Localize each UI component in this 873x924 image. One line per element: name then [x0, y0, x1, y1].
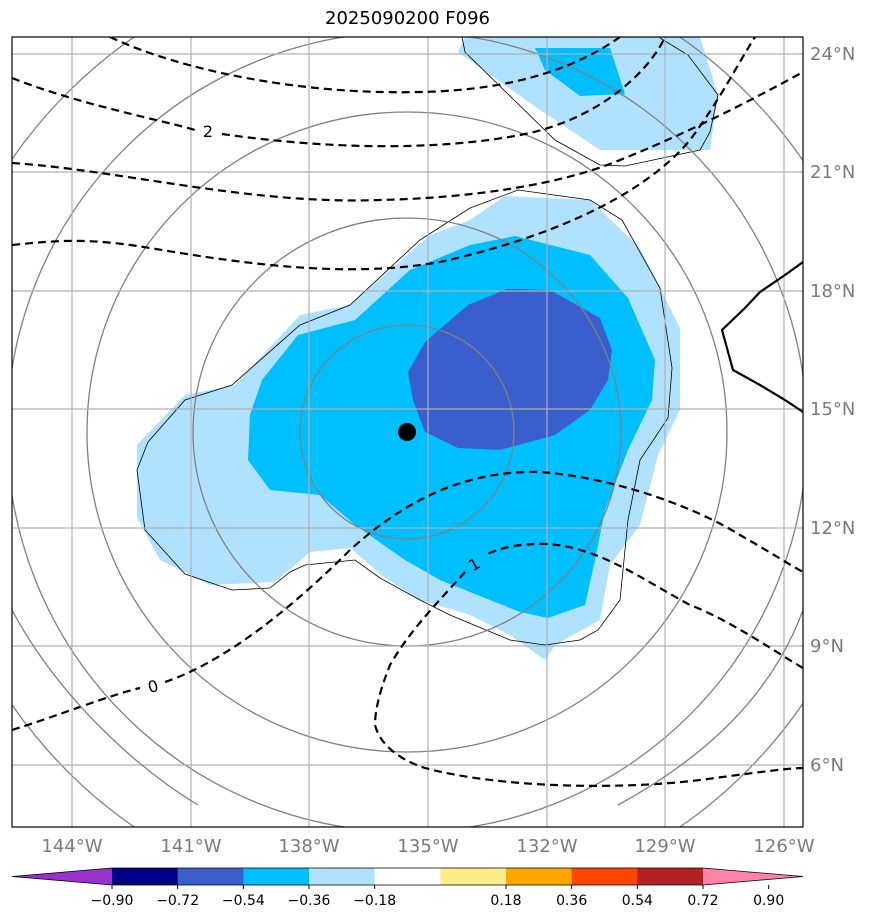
colorbar-extend-low: [12, 868, 112, 885]
lat-tick-label: 9°N: [810, 636, 844, 657]
isoline: [12, 71, 803, 202]
colorbar: −0.90 −0.72 −0.54 −0.36 −0.18 0.18 0.36 0.54 0.7…: [11, 867, 804, 909]
thin-contour-north: [461, 37, 719, 167]
colorbar-segment: [637, 868, 704, 885]
lon-tick-label: 129°W: [634, 836, 695, 857]
isoline: [12, 470, 803, 732]
lon-axis: 144°W 141°W 138°W 135°W 132°W 129°W 126°…: [41, 836, 814, 857]
colorbar-tick-label: −0.72: [156, 893, 199, 909]
isoline: [109, 37, 621, 94]
colorbar-segment: [309, 868, 376, 885]
lat-tick-label: 18°N: [810, 281, 855, 302]
map-frame: [11, 36, 804, 828]
range-ring: [299, 324, 515, 540]
map-title: 2025090200 F096: [325, 8, 490, 29]
lat-tick-label: 21°N: [810, 162, 855, 183]
dashed-isolines: [12, 37, 803, 787]
colorbar-segment: [112, 868, 179, 885]
colorbar-tick-label: 0.18: [490, 893, 521, 909]
storm-center-marker: [398, 423, 416, 441]
colorbar-segment: [571, 868, 638, 885]
lon-tick-label: 132°W: [516, 836, 577, 857]
gridlines: [12, 37, 803, 827]
isoline: [12, 37, 756, 271]
thin-contour-main: [136, 189, 673, 646]
lon-tick-label: 138°W: [278, 836, 339, 857]
colorbar-segment: [243, 868, 310, 885]
colorbar-extend-high: [703, 868, 803, 885]
range-ring-arc: [12, 609, 199, 806]
lat-tick-label: 24°N: [810, 44, 855, 65]
lat-tick-label: 6°N: [810, 755, 844, 776]
colorbar-tick-label: 0.54: [622, 893, 653, 909]
lat-axis: 24°N 21°N 18°N 15°N 12°N 9°N 6°N: [810, 44, 855, 776]
colorbar-segment: [440, 868, 507, 885]
colorbar-segment: [506, 868, 573, 885]
contour-label: 2: [203, 122, 213, 141]
colorbar-tick-label: 0.36: [556, 893, 587, 909]
lon-tick-label: 135°W: [397, 836, 458, 857]
colorbar-tick-label: −0.90: [91, 893, 134, 909]
lon-tick-label: 144°W: [41, 836, 102, 857]
colorbar-tick-label: 0.90: [753, 893, 784, 909]
isoline: [373, 542, 803, 787]
lon-tick-label: 126°W: [753, 836, 814, 857]
contour-label: 0: [146, 676, 161, 697]
range-ring-arc: [617, 609, 803, 806]
lon-tick-label: 141°W: [160, 836, 221, 857]
lat-tick-label: 15°N: [810, 399, 855, 420]
colorbar-tick-label: 0.72: [687, 893, 718, 909]
isoline: [12, 37, 667, 148]
range-ring: [86, 111, 728, 753]
colorbar-segment: [177, 868, 244, 885]
colorbar-tick-label: −0.54: [222, 893, 265, 909]
colorbar-tick-label: −0.36: [288, 893, 331, 909]
shading-dark-blue: [408, 289, 612, 450]
colorbar-segment: [374, 868, 441, 885]
colorbar-tick-label: −0.18: [353, 893, 396, 909]
lat-tick-label: 12°N: [810, 518, 855, 539]
solid-isoline: [720, 261, 803, 413]
